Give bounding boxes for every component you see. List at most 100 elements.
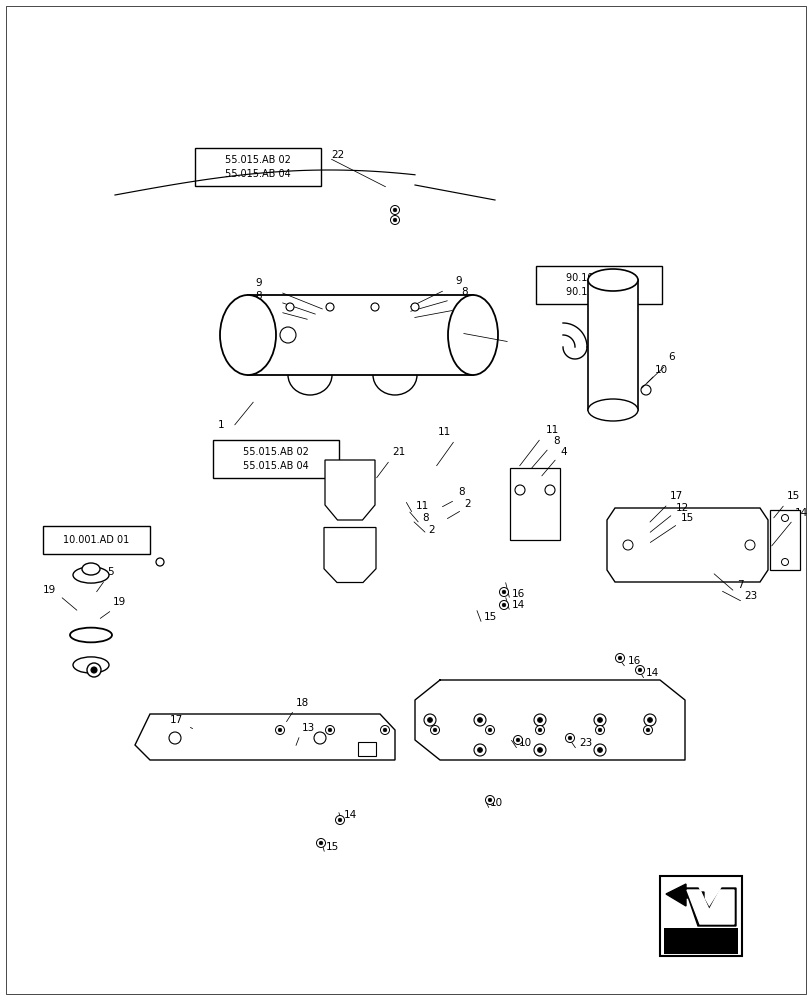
Text: 3: 3 <box>255 303 261 313</box>
Text: 9: 9 <box>454 276 461 286</box>
Text: 16: 16 <box>627 656 641 666</box>
Circle shape <box>615 654 624 662</box>
Circle shape <box>744 540 754 550</box>
Circle shape <box>477 718 482 722</box>
Text: 16: 16 <box>512 589 525 599</box>
Circle shape <box>617 656 621 660</box>
Bar <box>43 526 150 554</box>
Circle shape <box>487 798 491 802</box>
Circle shape <box>501 603 505 607</box>
Text: 14: 14 <box>794 508 807 518</box>
Text: 14: 14 <box>646 668 659 678</box>
Circle shape <box>568 736 571 740</box>
Text: 10: 10 <box>654 365 667 375</box>
Text: 23: 23 <box>578 738 591 748</box>
Circle shape <box>371 303 379 311</box>
Text: 90.100.AU 02
90.100.AU 03: 90.100.AU 02 90.100.AU 03 <box>565 273 631 297</box>
Text: 10: 10 <box>489 798 503 808</box>
Circle shape <box>499 600 508 609</box>
Circle shape <box>622 540 633 550</box>
Circle shape <box>594 714 605 726</box>
Circle shape <box>646 728 649 732</box>
Circle shape <box>338 818 341 822</box>
Ellipse shape <box>280 327 296 343</box>
Bar <box>195 148 320 186</box>
Circle shape <box>640 385 650 395</box>
Circle shape <box>87 663 101 677</box>
Circle shape <box>390 206 399 215</box>
Text: 8: 8 <box>457 487 464 497</box>
Circle shape <box>501 590 505 594</box>
Circle shape <box>635 666 644 674</box>
Circle shape <box>474 714 486 726</box>
Circle shape <box>91 667 97 673</box>
Text: 19: 19 <box>113 597 126 607</box>
Circle shape <box>637 668 641 672</box>
Text: 18: 18 <box>296 698 309 708</box>
Ellipse shape <box>448 295 497 375</box>
Circle shape <box>646 718 652 722</box>
Text: 55.015.AB 02
55.015.AB 04: 55.015.AB 02 55.015.AB 04 <box>225 155 290 179</box>
Bar <box>247 295 473 375</box>
Circle shape <box>383 728 386 732</box>
Circle shape <box>516 738 519 742</box>
Text: 11: 11 <box>415 501 429 511</box>
Circle shape <box>537 718 542 722</box>
Circle shape <box>485 726 494 734</box>
Text: 6: 6 <box>667 352 674 362</box>
Circle shape <box>393 218 397 222</box>
Circle shape <box>278 728 281 732</box>
Circle shape <box>513 736 521 744</box>
Circle shape <box>316 838 325 847</box>
Circle shape <box>335 815 344 824</box>
Circle shape <box>538 728 541 732</box>
Text: 11: 11 <box>545 425 559 435</box>
Text: 17: 17 <box>169 715 183 725</box>
Text: 12: 12 <box>676 503 689 513</box>
Circle shape <box>325 303 333 311</box>
Circle shape <box>597 718 602 722</box>
Ellipse shape <box>587 399 637 421</box>
Circle shape <box>275 726 284 734</box>
Circle shape <box>477 748 482 752</box>
Circle shape <box>537 748 542 752</box>
Circle shape <box>780 514 787 522</box>
Circle shape <box>314 732 325 744</box>
Circle shape <box>780 558 787 566</box>
Text: 20: 20 <box>466 323 479 333</box>
Text: 11: 11 <box>437 427 451 437</box>
Text: 14: 14 <box>344 810 357 820</box>
Circle shape <box>427 718 432 722</box>
Text: 5: 5 <box>107 567 114 577</box>
Bar <box>587 280 637 410</box>
Ellipse shape <box>73 567 109 583</box>
Text: 15: 15 <box>786 491 800 501</box>
Text: 15: 15 <box>680 513 693 523</box>
Circle shape <box>393 208 397 212</box>
Text: 1: 1 <box>217 420 225 430</box>
Text: 55.015.AB 02
55.015.AB 04: 55.015.AB 02 55.015.AB 04 <box>242 447 308 471</box>
Circle shape <box>423 714 436 726</box>
Circle shape <box>534 726 544 734</box>
Circle shape <box>328 728 332 732</box>
Text: 23: 23 <box>743 591 757 601</box>
Text: 14: 14 <box>512 600 525 610</box>
Circle shape <box>499 587 508 596</box>
Circle shape <box>410 303 418 311</box>
Text: 19: 19 <box>43 585 56 595</box>
Circle shape <box>485 795 494 804</box>
Polygon shape <box>684 888 735 926</box>
Text: 8: 8 <box>422 513 428 523</box>
Circle shape <box>487 728 491 732</box>
Circle shape <box>594 726 603 734</box>
Polygon shape <box>384 660 709 780</box>
Circle shape <box>642 726 652 734</box>
Circle shape <box>564 734 574 742</box>
Circle shape <box>156 558 164 566</box>
Text: 4: 4 <box>560 447 566 457</box>
Bar <box>663 928 737 954</box>
Ellipse shape <box>82 563 100 575</box>
Text: 15: 15 <box>483 612 496 622</box>
Text: 9: 9 <box>255 278 261 288</box>
Text: 2: 2 <box>463 499 470 509</box>
